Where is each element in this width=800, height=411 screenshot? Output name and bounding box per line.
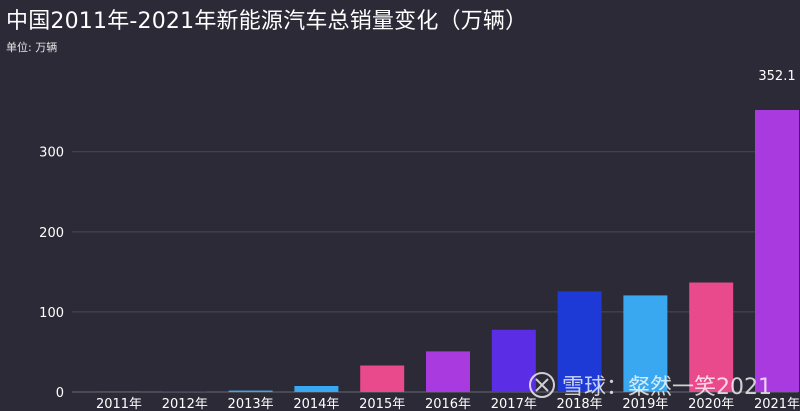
y-tick-label: 100 (39, 306, 64, 321)
data-labels: 352.1 (758, 69, 795, 84)
bar-2020年 (689, 282, 734, 392)
bar-2014年 (294, 385, 339, 392)
x-axis-ticks: 2011年 2012年 2013年 2014年 2015年 2016年 2017年 2018年… (96, 397, 800, 411)
bar-2011年 (97, 391, 141, 392)
unit-label: 单位: 万辆 (6, 41, 58, 54)
y-tick-label: 0 (56, 386, 64, 401)
x-tick-label: 2017年 (491, 397, 537, 411)
snowball-logo-icon (529, 372, 555, 398)
bar-2021年 (755, 110, 799, 392)
bar-2015年 (360, 365, 405, 392)
bars (97, 110, 799, 392)
x-tick-label: 2021年 (754, 397, 800, 411)
x-tick-label: 2014年 (293, 397, 339, 411)
y-tick-label: 200 (39, 226, 64, 241)
bar-2016年 (426, 351, 470, 392)
bar-2019年 (623, 295, 668, 392)
x-tick-label: 2020年 (688, 397, 734, 411)
bar-2018年 (557, 291, 602, 392)
x-tick-label: 2012年 (162, 397, 208, 411)
y-tick-label: 300 (39, 146, 64, 161)
y-axis-ticks: 0 100 200 300 (39, 146, 64, 401)
x-tick-label: 2013年 (228, 397, 274, 411)
watermark: 雪球：粲然一笑2021 (528, 369, 772, 401)
x-tick-label: 2011年 (96, 397, 142, 411)
x-tick-label: 2019年 (622, 397, 668, 411)
bar-2013年 (228, 390, 273, 392)
chart-title: 中国2011年-2021年新能源汽车总销量变化（万辆） (6, 9, 528, 34)
x-tick-label: 2018年 (557, 397, 603, 411)
data-label: 352.1 (758, 69, 795, 84)
bar-2017年 (491, 329, 536, 392)
watermark-text: 雪球：粲然一笑2021 (562, 375, 772, 400)
x-tick-label: 2015年 (359, 397, 405, 411)
bar-2012年 (162, 390, 207, 392)
x-tick-label: 2016年 (425, 397, 471, 411)
